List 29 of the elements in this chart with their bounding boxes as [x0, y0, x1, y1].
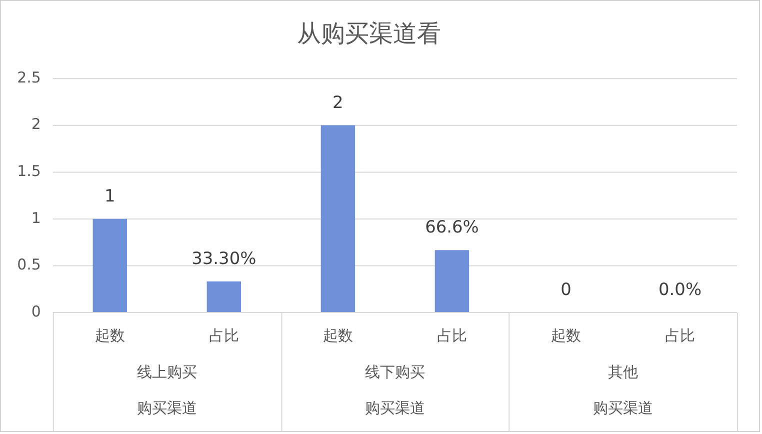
- text: 线上购买: [136, 363, 197, 382]
- y-tick-label: 1.5: [17, 162, 41, 180]
- x-tick-label: 占比: [436, 326, 467, 344]
- data-label: 2: [332, 92, 344, 112]
- data-label: 1: [104, 185, 116, 206]
- text: 购买渠道: [136, 398, 197, 417]
- bar: [434, 250, 470, 312]
- y-tick-label: 0.5: [17, 256, 41, 274]
- text: 线下购买: [364, 363, 425, 382]
- x-tick-label: 占比: [208, 326, 239, 344]
- data-label: 0: [560, 279, 572, 300]
- bar: [206, 281, 242, 312]
- data-label: 66.6%: [425, 216, 479, 237]
- x-tick-label: 起数: [94, 326, 125, 344]
- text: 购买渠道: [592, 398, 654, 417]
- data-label: 0.0%: [658, 279, 702, 300]
- x-tick-label: 起数: [550, 326, 582, 344]
- bar: [92, 218, 127, 312]
- data-label: 33.30%: [192, 248, 256, 268]
- x-tick-label: 占比: [665, 326, 696, 344]
- chart-title: 从购买渠道看: [296, 19, 442, 48]
- text: 购买渠道: [364, 398, 425, 417]
- y-tick-label: 2.5: [17, 68, 41, 86]
- y-tick-label: 2: [31, 115, 41, 134]
- x-tick-label: 起数: [322, 326, 353, 344]
- bar: [320, 125, 356, 312]
- text: 其他: [608, 363, 638, 382]
- y-tick-label: 1: [31, 208, 41, 227]
- y-tick-label: 0: [31, 302, 41, 320]
